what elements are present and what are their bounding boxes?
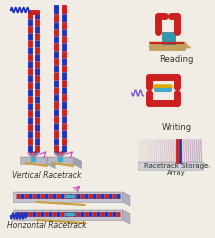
Text: Racetrack Storage
Array: Racetrack Storage Array: [144, 163, 209, 176]
Text: Writing: Writing: [161, 123, 191, 132]
Polygon shape: [122, 192, 130, 206]
Polygon shape: [47, 157, 55, 169]
Polygon shape: [73, 157, 82, 169]
Polygon shape: [20, 157, 47, 164]
Polygon shape: [14, 192, 130, 196]
Polygon shape: [20, 157, 55, 162]
Text: Horizontal Racetrack: Horizontal Racetrack: [7, 221, 86, 230]
Polygon shape: [149, 42, 190, 48]
Bar: [162, 32, 175, 44]
Polygon shape: [149, 42, 185, 50]
Polygon shape: [14, 210, 130, 214]
Polygon shape: [14, 210, 122, 220]
Polygon shape: [47, 157, 73, 164]
Polygon shape: [47, 157, 82, 162]
Text: Reading: Reading: [159, 55, 194, 64]
Polygon shape: [138, 162, 203, 170]
Polygon shape: [122, 210, 130, 224]
Text: Vertical Racetrack: Vertical Racetrack: [12, 171, 81, 180]
Polygon shape: [14, 192, 122, 202]
Polygon shape: [138, 162, 210, 167]
